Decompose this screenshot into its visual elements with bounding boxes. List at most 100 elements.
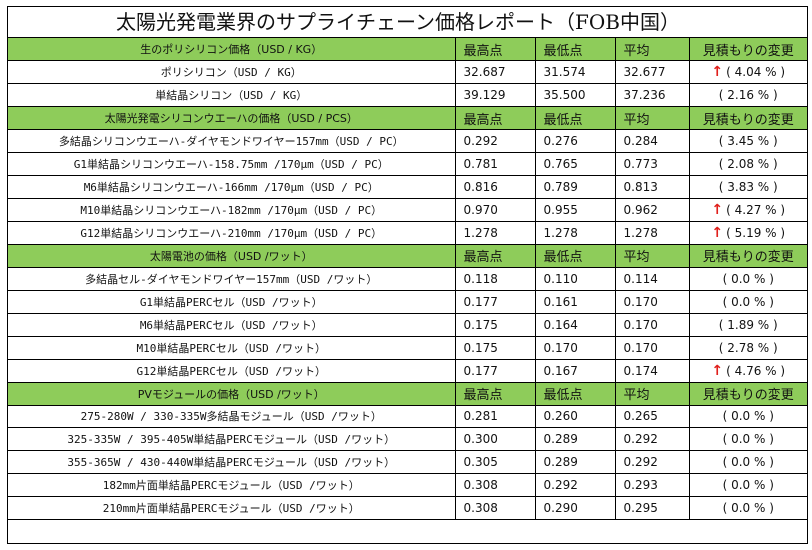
change-value: ( 1.89 % ) (718, 317, 778, 332)
table-row: 325-335W / 395-405W単結晶PERCモジュール（USD /ワット… (8, 427, 807, 452)
change-column-header: 見積もりの変更 (688, 243, 807, 268)
low-price: 0.161 (534, 289, 616, 314)
price-change: ( 2.08 % ) (688, 152, 807, 177)
high-price: 0.781 (454, 152, 536, 177)
high-column-header: 最高点 (454, 381, 536, 406)
price-change: ( 0.0 % ) (688, 496, 807, 521)
report-title: 太陽光発電業界のサプライチェーン価格レポート（FOB中国） (8, 7, 807, 38)
avg-column-header: 平均 (614, 243, 690, 268)
low-price: 0.292 (534, 473, 616, 498)
high-price: 0.175 (454, 312, 536, 337)
price-report-sheet: 太陽光発電業界のサプライチェーン価格レポート（FOB中国） 生のポリシリコン価格… (7, 6, 808, 544)
avg-price: 0.170 (614, 335, 690, 360)
high-price: 0.308 (454, 473, 536, 498)
section-title: PVモジュールの価格（USD /ワット） (8, 381, 456, 406)
table-row: 単結晶シリコン（USD / KG） 39.129 35.500 37.236 ( 2.1… (8, 83, 807, 108)
change-value: ( 2.08 % ) (718, 157, 778, 172)
change-column-header: 見積もりの変更 (688, 38, 807, 62)
product-name: 355-365W / 430-440W単結晶PERCモジュール（USD /ワット… (8, 450, 456, 475)
table-row: M10単結晶シリコンウエーハ-182mm /170μm（USD / PC） 0.9… (8, 198, 807, 222)
low-column-header: 最低点 (534, 38, 616, 62)
up-arrow-icon: ↑ (711, 64, 724, 81)
price-change: ( 0.0 % ) (688, 450, 807, 475)
change-value: ( 0.0 % ) (722, 501, 774, 516)
low-price: 0.260 (534, 404, 616, 429)
change-value: ( 2.16 % ) (718, 88, 778, 103)
price-change: ( 2.16 % ) (688, 83, 807, 108)
high-price: 32.687 (454, 60, 536, 85)
avg-column-header: 平均 (614, 106, 690, 131)
change-value: ( 4.76 % ) (726, 363, 786, 378)
product-name: G1単結晶シリコンウエーハ-158.75mm /170μm（USD / PC） (8, 152, 456, 177)
product-name: G12単結晶シリコンウエーハ-210mm /170μm（USD / PC） (8, 221, 456, 245)
change-column-header: 見積もりの変更 (688, 381, 807, 406)
price-table: 生のポリシリコン価格（USD / KG） 最高点 最低点 平均 見積もりの変更 ポリシリコ… (8, 38, 807, 521)
up-arrow-icon: ↑ (711, 202, 724, 219)
product-name: M10単結晶PERCセル（USD /ワット） (8, 335, 456, 360)
low-column-header: 最低点 (534, 243, 616, 268)
table-row: 多結晶セル-ダイヤモンドワイヤー157mm（USD /ワット） 0.118 0.11… (8, 266, 807, 291)
avg-price: 0.265 (614, 404, 690, 429)
high-price: 0.177 (454, 358, 536, 383)
low-price: 0.110 (534, 266, 616, 291)
high-price: 0.300 (454, 427, 536, 452)
product-name: ポリシリコン（USD / KG） (8, 60, 456, 85)
table-row: G1単結晶PERCセル（USD /ワット） 0.177 0.161 0.170 ( 0.… (8, 289, 807, 314)
avg-price: 1.278 (614, 221, 690, 245)
section-title: 生のポリシリコン価格（USD / KG） (8, 38, 456, 62)
low-price: 0.289 (534, 427, 616, 452)
product-name: 325-335W / 395-405W単結晶PERCモジュール（USD /ワット… (8, 427, 456, 452)
low-price: 0.765 (534, 152, 616, 177)
low-column-header: 最低点 (534, 381, 616, 406)
section-title: 太陽光発電シリコンウエーハの価格（USD / PCS） (8, 106, 456, 131)
table-row: 210mm片面単結晶PERCモジュール（USD /ワット） 0.308 0.290 0… (8, 496, 807, 521)
high-column-header: 最高点 (454, 243, 536, 268)
product-name: M6単結晶シリコンウエーハ-166mm /170μm（USD / PC） (8, 175, 456, 200)
avg-price: 0.813 (614, 175, 690, 200)
up-arrow-icon: ↑ (711, 224, 724, 241)
product-name: G12単結晶PERCセル（USD /ワット） (8, 358, 456, 383)
high-price: 0.970 (454, 198, 536, 222)
product-name: 多結晶シリコンウエーハ-ダイヤモンドワイヤー157mm（USD / PC） (8, 129, 456, 154)
high-price: 0.177 (454, 289, 536, 314)
low-price: 0.955 (534, 198, 616, 222)
table-row: G12単結晶シリコンウエーハ-210mm /170μm（USD / PC） 1.2… (8, 221, 807, 245)
table-row: M6単結晶PERCセル（USD /ワット） 0.175 0.164 0.170 ( 1.… (8, 312, 807, 337)
high-price: 0.308 (454, 496, 536, 521)
change-value: ( 4.04 % ) (726, 65, 786, 80)
change-value: ( 3.83 % ) (718, 180, 778, 195)
change-column-header: 見積もりの変更 (688, 106, 807, 131)
low-price: 1.278 (534, 221, 616, 245)
change-value: ( 0.0 % ) (722, 294, 774, 309)
low-column-header: 最低点 (534, 106, 616, 131)
low-price: 0.164 (534, 312, 616, 337)
low-price: 0.289 (534, 450, 616, 475)
section-header-row: 太陽電池の価格（USD /ワット） 最高点 最低点 平均 見積もりの変更 (8, 243, 807, 268)
high-price: 0.175 (454, 335, 536, 360)
avg-price: 37.236 (614, 83, 690, 108)
low-price: 31.574 (534, 60, 616, 85)
product-name: 多結晶セル-ダイヤモンドワイヤー157mm（USD /ワット） (8, 266, 456, 291)
price-change: ↑( 4.76 % ) (688, 358, 807, 383)
change-value: ( 3.45 % ) (718, 134, 778, 149)
section-header-row: PVモジュールの価格（USD /ワット） 最高点 最低点 平均 見積もりの変更 (8, 381, 807, 406)
change-value: ( 2.78 % ) (718, 340, 778, 355)
product-name: M6単結晶PERCセル（USD /ワット） (8, 312, 456, 337)
table-row: G1単結晶シリコンウエーハ-158.75mm /170μm（USD / PC） 0… (8, 152, 807, 177)
price-change: ( 2.78 % ) (688, 335, 807, 360)
low-price: 0.789 (534, 175, 616, 200)
change-value: ( 4.27 % ) (726, 203, 786, 218)
avg-price: 0.292 (614, 427, 690, 452)
product-name: 275-280W / 330-335W多結晶モジュール（USD /ワット） (8, 404, 456, 429)
price-change: ↑( 4.27 % ) (688, 198, 807, 222)
high-price: 0.281 (454, 404, 536, 429)
price-change: ( 3.83 % ) (688, 175, 807, 200)
price-change: ( 1.89 % ) (688, 312, 807, 337)
high-price: 0.292 (454, 129, 536, 154)
price-change: ↑( 5.19 % ) (688, 221, 807, 245)
high-price: 0.305 (454, 450, 536, 475)
high-column-header: 最高点 (454, 38, 536, 62)
section-header-row: 太陽光発電シリコンウエーハの価格（USD / PCS） 最高点 最低点 平均 見積もりの… (8, 106, 807, 131)
price-change: ( 0.0 % ) (688, 427, 807, 452)
up-arrow-icon: ↑ (711, 362, 724, 379)
